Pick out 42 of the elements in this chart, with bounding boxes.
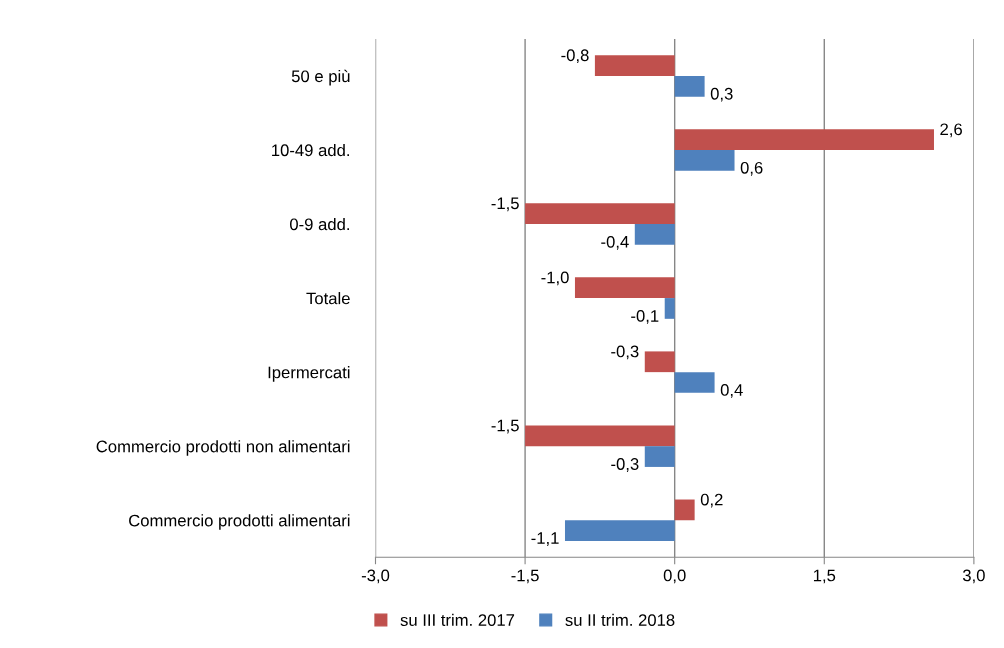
data-label: -0,1	[631, 310, 659, 324]
bar	[674, 149, 735, 171]
bar	[664, 298, 675, 319]
data-label: -1,5	[491, 419, 519, 434]
x-tick-label: -3,0	[361, 569, 390, 584]
data-label: 0,3	[710, 87, 733, 102]
bar	[594, 55, 675, 76]
x-tick-label: 0,0	[663, 569, 686, 584]
data-label: 0,2	[700, 493, 723, 508]
bar	[564, 520, 675, 541]
bar	[674, 372, 715, 393]
x-tick-label: 3,0	[962, 569, 985, 584]
data-label: -1,0	[541, 271, 569, 286]
bar	[674, 129, 934, 150]
bar	[525, 203, 675, 225]
data-label: -1,1	[531, 532, 559, 546]
y-tick-label: Commercio prodotti non alimentari	[96, 440, 350, 456]
y-tick-label: 50 e più	[291, 69, 350, 86]
y-tick-label: Totale	[306, 292, 350, 305]
y-tick-label: Commercio prodotti alimentari	[129, 514, 350, 530]
x-tick-label: -1,5	[511, 569, 539, 584]
data-label: -0,4	[601, 235, 629, 250]
bar	[574, 277, 675, 299]
data-label: 0,4	[720, 384, 743, 398]
bar	[525, 425, 675, 447]
y-tick-label: Ipermercati	[268, 366, 350, 382]
legend-label: su III trim. 2017	[400, 613, 515, 626]
bar	[674, 499, 695, 521]
data-label: -1,5	[491, 197, 519, 212]
data-label: -0,3	[611, 345, 639, 360]
data-label: -0,8	[561, 49, 589, 64]
bar	[634, 224, 675, 245]
bar	[644, 446, 675, 467]
legend-label: su II trim. 2018	[565, 613, 675, 626]
data-label: -0,3	[611, 458, 639, 472]
y-tick-label: 10-49 add.	[272, 143, 349, 157]
x-tick-label: 1,5	[813, 569, 836, 584]
bar	[644, 351, 675, 373]
data-label: 0,6	[740, 161, 763, 176]
bar	[674, 75, 705, 97]
data-label: 2,6	[940, 123, 962, 138]
y-tick-label: 0-9 add.	[290, 217, 349, 231]
